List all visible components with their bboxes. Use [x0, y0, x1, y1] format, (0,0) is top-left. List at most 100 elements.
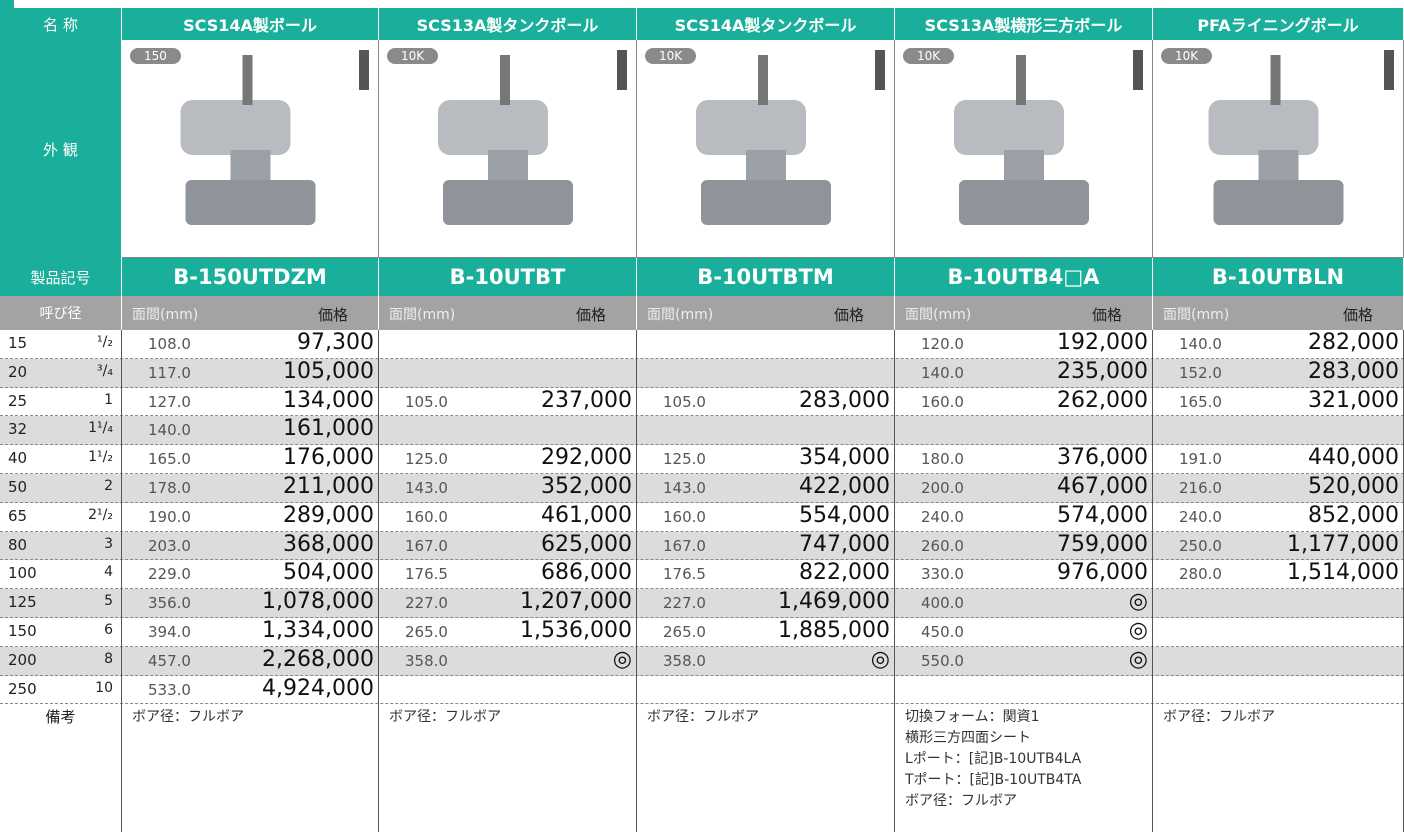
price: 852,000 — [1308, 502, 1399, 528]
face-to-face: 127.0 — [148, 392, 191, 411]
remark-line: ボア径：フルボア — [905, 793, 1017, 810]
size-inch: 1¹/₂ — [88, 449, 113, 466]
price: 520,000 — [1308, 474, 1399, 499]
size-badge: 10K — [645, 48, 697, 64]
appearance-label: 外 観 — [43, 140, 78, 159]
price: 422,000 — [799, 474, 890, 499]
valve-image — [180, 50, 369, 225]
price: 747,000 — [799, 531, 890, 557]
face-to-face: 400.0 — [921, 594, 964, 613]
size-inch: 10 — [95, 679, 113, 696]
data-row — [0, 618, 1404, 647]
data-cell — [637, 416, 895, 446]
remark-line: 横形三方四面シート — [905, 730, 1031, 747]
face-to-face: 176.5 — [663, 565, 706, 584]
price: 283,000 — [1308, 358, 1399, 384]
code-label-cell: 製品記号 — [0, 258, 122, 296]
data-cell: 533.0 4,924,000 — [122, 675, 379, 705]
price: 105,000 — [283, 358, 374, 384]
price: 368,000 — [283, 531, 374, 557]
data-cell: 127.0 134,000 — [122, 387, 379, 417]
data-cell: 167.0 747,000 — [637, 531, 895, 561]
price: 686,000 — [541, 560, 632, 586]
size-inch: ¹/₂ — [97, 334, 113, 350]
price: ◎ — [1128, 646, 1148, 672]
face-to-face: 176.5 — [405, 565, 448, 584]
remark-line: Tポート：[記]B-10UTB4TA — [905, 772, 1082, 789]
price: 625,000 — [541, 531, 632, 557]
price: 1,177,000 — [1287, 531, 1399, 557]
product-code-cell: B-10UTB4□A — [895, 258, 1153, 296]
product-code: B-10UTBLN — [1211, 265, 1345, 289]
face-to-face: 191.0 — [1179, 450, 1222, 469]
size-mm: 15 — [8, 334, 28, 352]
face-to-face: 190.0 — [148, 507, 191, 526]
remarks-label: 備考 — [45, 708, 76, 727]
price: 262,000 — [1057, 387, 1148, 413]
nominal-size-label: 呼び径 — [39, 306, 82, 322]
size-cell: 15 ¹/₂ — [0, 330, 122, 359]
face-to-face: 330.0 — [921, 565, 964, 584]
subheader-cell: 面間(mm) 価格 — [895, 296, 1153, 330]
size-inch: 5 — [104, 593, 113, 610]
data-cell: 200.0 467,000 — [895, 474, 1153, 503]
price: 235,000 — [1057, 358, 1148, 384]
face-to-face: 140.0 — [148, 421, 191, 440]
product-code: B-150UTDZM — [173, 265, 327, 289]
price-header: 価格 — [1091, 306, 1122, 324]
size-cell: 250 10 — [0, 675, 122, 705]
size-cell: 65 2¹/₂ — [0, 502, 122, 532]
face-to-face: 160.0 — [921, 392, 964, 411]
product-name: SCS13A製横形三方ボール — [924, 16, 1123, 35]
size-mm: 50 — [8, 478, 28, 496]
product-name-cell: SCS13A製タンクボール — [379, 8, 637, 40]
face-to-face: 227.0 — [663, 594, 706, 613]
price: 292,000 — [541, 445, 632, 471]
price: 289,000 — [283, 502, 374, 528]
data-cell: 117.0 105,000 — [122, 358, 379, 388]
data-cell: 190.0 289,000 — [122, 502, 379, 532]
data-cell — [1153, 416, 1404, 446]
data-cell: 152.0 283,000 — [1153, 358, 1404, 388]
price: 554,000 — [799, 502, 890, 528]
data-cell — [379, 358, 637, 388]
size-mm: 40 — [8, 449, 28, 468]
data-cell: 160.0 262,000 — [895, 387, 1153, 417]
header-label-cell: 名 称 — [0, 8, 122, 40]
face-to-face: 250.0 — [1179, 536, 1222, 555]
size-cell: 50 2 — [0, 474, 122, 503]
face-to-face: 358.0 — [663, 651, 706, 670]
subheader-cell: 面間(mm) 価格 — [122, 296, 379, 330]
face-to-face: 203.0 — [148, 536, 191, 555]
size-cell: 25 1 — [0, 387, 122, 417]
price-header: 価格 — [317, 306, 348, 324]
size-cell: 100 4 — [0, 560, 122, 590]
face-to-face: 240.0 — [921, 507, 964, 526]
data-cell — [637, 330, 895, 359]
data-cell: 105.0 237,000 — [379, 387, 637, 417]
code-label: 製品記号 — [30, 268, 91, 287]
size-inch: 2¹/₂ — [88, 506, 113, 523]
size-inch: 4 — [104, 564, 113, 581]
data-cell: 457.0 2,268,000 — [122, 646, 379, 676]
size-badge: 150 — [130, 48, 181, 64]
data-cell: 400.0 ◎ — [895, 589, 1153, 618]
data-cell: 167.0 625,000 — [379, 531, 637, 561]
image-cell: 10K — [637, 40, 895, 258]
data-cell — [637, 358, 895, 388]
size-inch: 2 — [104, 478, 113, 494]
data-cell — [379, 416, 637, 446]
data-row — [0, 416, 1404, 446]
data-cell: 265.0 1,885,000 — [637, 618, 895, 647]
data-row — [0, 330, 1404, 359]
size-mm: 150 — [8, 622, 37, 640]
data-cell — [895, 675, 1153, 705]
product-name-cell: SCS14A製タンクボール — [637, 8, 895, 40]
price: 1,207,000 — [520, 589, 632, 615]
product-code-cell: B-10UTBLN — [1153, 258, 1404, 296]
price: 176,000 — [283, 445, 374, 471]
length-header: 面間(mm) — [905, 307, 972, 323]
face-to-face: 167.0 — [405, 536, 448, 555]
face-to-face: 165.0 — [148, 450, 191, 469]
price: 1,885,000 — [778, 618, 890, 643]
